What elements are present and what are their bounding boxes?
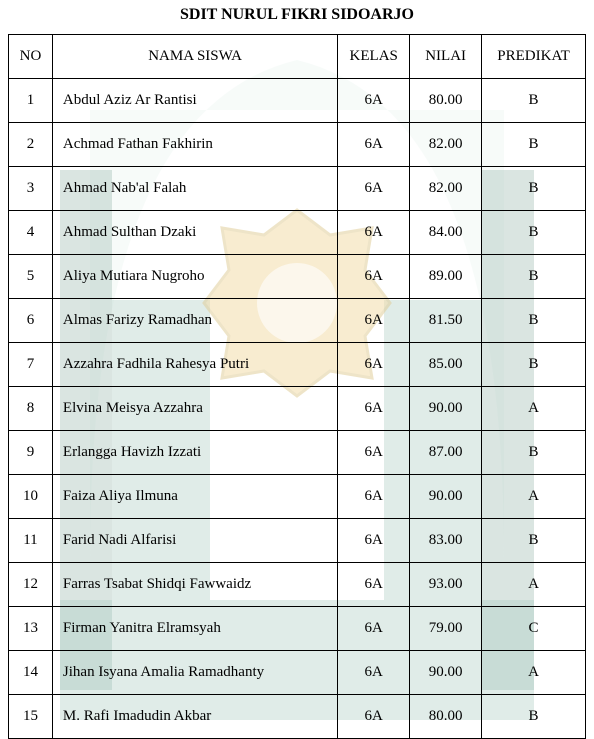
cell-nilai: 90.00	[410, 475, 482, 519]
cell-kelas: 6A	[338, 167, 410, 211]
table-row: 14Jihan Isyana Amalia Ramadhanty6A90.00A	[9, 651, 586, 695]
col-header-predikat: PREDIKAT	[482, 35, 586, 79]
cell-kelas: 6A	[338, 255, 410, 299]
cell-nilai: 87.00	[410, 431, 482, 475]
cell-no: 14	[9, 651, 53, 695]
table-row: 8Elvina Meisya Azzahra6A90.00A	[9, 387, 586, 431]
cell-no: 4	[9, 211, 53, 255]
cell-predikat: B	[482, 343, 586, 387]
cell-kelas: 6A	[338, 431, 410, 475]
cell-nilai: 81.50	[410, 299, 482, 343]
cell-nilai: 93.00	[410, 563, 482, 607]
cell-no: 7	[9, 343, 53, 387]
cell-name: Achmad Fathan Fakhirin	[52, 123, 337, 167]
cell-no: 9	[9, 431, 53, 475]
cell-name: Farras Tsabat Shidqi Fawwaidz	[52, 563, 337, 607]
cell-name: Erlangga Havizh Izzati	[52, 431, 337, 475]
cell-name: Farid Nadi Alfarisi	[52, 519, 337, 563]
cell-kelas: 6A	[338, 299, 410, 343]
cell-no: 15	[9, 695, 53, 739]
cell-nilai: 82.00	[410, 167, 482, 211]
cell-predikat: A	[482, 387, 586, 431]
col-header-kelas: KELAS	[338, 35, 410, 79]
cell-kelas: 6A	[338, 79, 410, 123]
cell-no: 12	[9, 563, 53, 607]
cell-nilai: 89.00	[410, 255, 482, 299]
table-row: 5Aliya Mutiara Nugroho6A89.00B	[9, 255, 586, 299]
cell-predikat: B	[482, 123, 586, 167]
cell-name: Abdul Aziz Ar Rantisi	[52, 79, 337, 123]
col-header-no: NO	[9, 35, 53, 79]
cell-predikat: B	[482, 695, 586, 739]
table-row: 10Faiza Aliya Ilmuna6A90.00A	[9, 475, 586, 519]
cell-kelas: 6A	[338, 343, 410, 387]
cell-predikat: B	[482, 299, 586, 343]
table-header-row: NO NAMA SISWA KELAS NILAI PREDIKAT	[9, 35, 586, 79]
table-row: 4Ahmad Sulthan Dzaki6A84.00B	[9, 211, 586, 255]
cell-predikat: B	[482, 255, 586, 299]
cell-kelas: 6A	[338, 475, 410, 519]
cell-name: Jihan Isyana Amalia Ramadhanty	[52, 651, 337, 695]
cell-name: M. Rafi Imadudin Akbar	[52, 695, 337, 739]
cell-name: Firman Yanitra Elramsyah	[52, 607, 337, 651]
cell-kelas: 6A	[338, 563, 410, 607]
cell-nilai: 79.00	[410, 607, 482, 651]
grades-table: NO NAMA SISWA KELAS NILAI PREDIKAT 1Abdu…	[8, 34, 586, 739]
cell-no: 6	[9, 299, 53, 343]
cell-no: 8	[9, 387, 53, 431]
cell-kelas: 6A	[338, 387, 410, 431]
cell-predikat: B	[482, 211, 586, 255]
cell-predikat: B	[482, 431, 586, 475]
cell-name: Almas Farizy Ramadhan	[52, 299, 337, 343]
cell-nilai: 85.00	[410, 343, 482, 387]
cell-predikat: A	[482, 563, 586, 607]
cell-no: 1	[9, 79, 53, 123]
cell-nilai: 83.00	[410, 519, 482, 563]
col-header-name: NAMA SISWA	[52, 35, 337, 79]
table-row: 13Firman Yanitra Elramsyah6A79.00C	[9, 607, 586, 651]
cell-predikat: B	[482, 167, 586, 211]
cell-name: Elvina Meisya Azzahra	[52, 387, 337, 431]
cell-nilai: 80.00	[410, 695, 482, 739]
cell-name: Ahmad Sulthan Dzaki	[52, 211, 337, 255]
table-row: 1Abdul Aziz Ar Rantisi6A80.00B	[9, 79, 586, 123]
table-row: 2Achmad Fathan Fakhirin6A82.00B	[9, 123, 586, 167]
cell-nilai: 90.00	[410, 651, 482, 695]
cell-no: 11	[9, 519, 53, 563]
cell-predikat: C	[482, 607, 586, 651]
cell-nilai: 80.00	[410, 79, 482, 123]
cell-predikat: A	[482, 651, 586, 695]
cell-no: 3	[9, 167, 53, 211]
table-row: 12Farras Tsabat Shidqi Fawwaidz6A93.00A	[9, 563, 586, 607]
page-title: SDIT NURUL FIKRI SIDOARJO	[0, 0, 594, 34]
col-header-nilai: NILAI	[410, 35, 482, 79]
table-row: 15M. Rafi Imadudin Akbar6A80.00B	[9, 695, 586, 739]
cell-predikat: B	[482, 519, 586, 563]
cell-no: 13	[9, 607, 53, 651]
cell-no: 2	[9, 123, 53, 167]
cell-name: Azzahra Fadhila Rahesya Putri	[52, 343, 337, 387]
cell-nilai: 90.00	[410, 387, 482, 431]
cell-predikat: B	[482, 79, 586, 123]
cell-name: Faiza Aliya Ilmuna	[52, 475, 337, 519]
cell-name: Aliya Mutiara Nugroho	[52, 255, 337, 299]
table-row: 3Ahmad Nab'al Falah6A82.00B	[9, 167, 586, 211]
cell-predikat: A	[482, 475, 586, 519]
cell-no: 10	[9, 475, 53, 519]
table-row: 9Erlangga Havizh Izzati6A87.00B	[9, 431, 586, 475]
cell-kelas: 6A	[338, 695, 410, 739]
cell-kelas: 6A	[338, 651, 410, 695]
cell-name: Ahmad Nab'al Falah	[52, 167, 337, 211]
cell-no: 5	[9, 255, 53, 299]
cell-kelas: 6A	[338, 123, 410, 167]
table-row: 6Almas Farizy Ramadhan6A81.50B	[9, 299, 586, 343]
cell-nilai: 84.00	[410, 211, 482, 255]
cell-kelas: 6A	[338, 519, 410, 563]
cell-kelas: 6A	[338, 607, 410, 651]
table-row: 7Azzahra Fadhila Rahesya Putri6A85.00B	[9, 343, 586, 387]
cell-nilai: 82.00	[410, 123, 482, 167]
table-row: 11Farid Nadi Alfarisi6A83.00B	[9, 519, 586, 563]
cell-kelas: 6A	[338, 211, 410, 255]
